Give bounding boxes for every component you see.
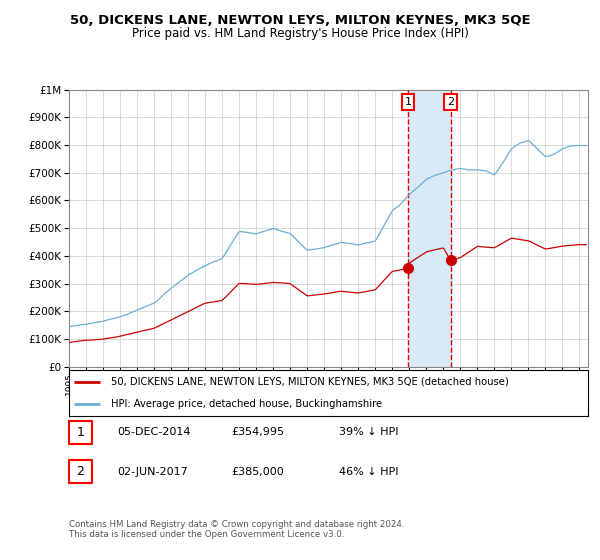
Text: £385,000: £385,000 [231, 466, 284, 477]
Text: Price paid vs. HM Land Registry's House Price Index (HPI): Price paid vs. HM Land Registry's House … [131, 27, 469, 40]
Text: 05-DEC-2014: 05-DEC-2014 [117, 427, 191, 437]
Text: 46% ↓ HPI: 46% ↓ HPI [339, 466, 398, 477]
Text: 2: 2 [76, 465, 85, 478]
Text: 39% ↓ HPI: 39% ↓ HPI [339, 427, 398, 437]
Text: 2: 2 [447, 97, 454, 107]
Text: 50, DICKENS LANE, NEWTON LEYS, MILTON KEYNES, MK3 5QE: 50, DICKENS LANE, NEWTON LEYS, MILTON KE… [70, 14, 530, 27]
Text: Contains HM Land Registry data © Crown copyright and database right 2024.
This d: Contains HM Land Registry data © Crown c… [69, 520, 404, 539]
Text: 1: 1 [76, 426, 85, 439]
Text: 02-JUN-2017: 02-JUN-2017 [117, 466, 188, 477]
Bar [408, 90, 451, 367]
Text: 1: 1 [404, 97, 412, 107]
Text: £354,995: £354,995 [231, 427, 284, 437]
Text: HPI: Average price, detached house, Buckinghamshire: HPI: Average price, detached house, Buck… [110, 399, 382, 409]
Text: 50, DICKENS LANE, NEWTON LEYS, MILTON KEYNES, MK3 5QE (detached house): 50, DICKENS LANE, NEWTON LEYS, MILTON KE… [110, 377, 508, 387]
